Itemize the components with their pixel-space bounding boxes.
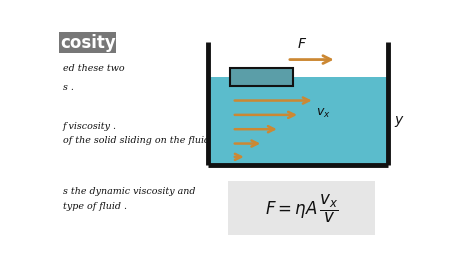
- Text: ed these two: ed these two: [63, 64, 125, 73]
- Text: $F$: $F$: [297, 38, 307, 51]
- Bar: [208, 77, 388, 165]
- Text: s .: s .: [63, 83, 74, 92]
- Bar: [230, 68, 292, 86]
- Text: f viscosity .: f viscosity .: [63, 122, 117, 131]
- Text: of the solid sliding on the fluid: of the solid sliding on the fluid: [63, 136, 210, 145]
- Text: $F = \eta A\,\dfrac{v_x}{v}$: $F = \eta A\,\dfrac{v_x}{v}$: [265, 193, 338, 225]
- Text: $y$: $y$: [393, 114, 404, 128]
- Bar: [228, 181, 375, 235]
- Text: $v_x$: $v_x$: [316, 107, 331, 120]
- Text: type of fluid .: type of fluid .: [63, 202, 127, 210]
- Bar: [59, 32, 116, 53]
- Text: cosity: cosity: [60, 34, 116, 52]
- Text: s the dynamic viscosity and: s the dynamic viscosity and: [63, 187, 195, 196]
